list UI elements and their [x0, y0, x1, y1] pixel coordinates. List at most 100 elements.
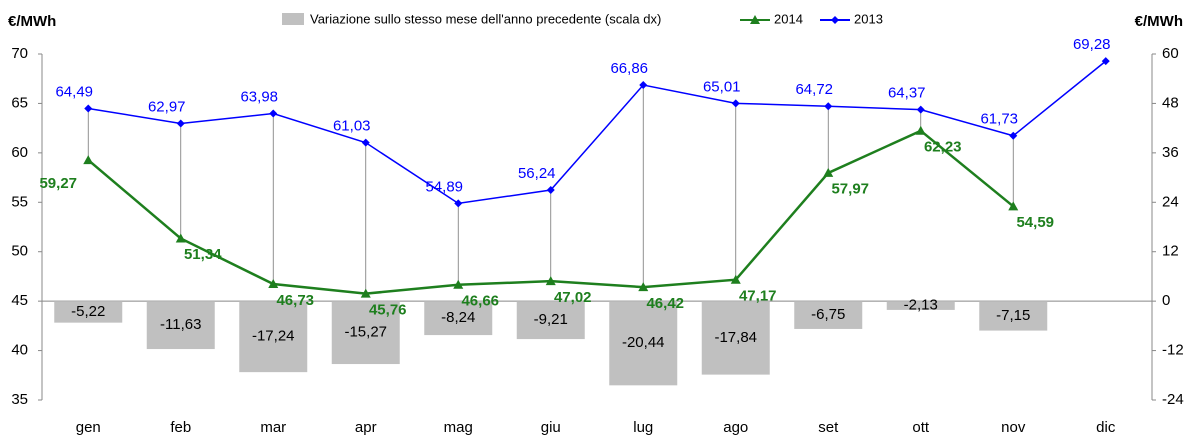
y-tick-label: 55 — [11, 193, 28, 210]
value-label: 65,01 — [703, 78, 741, 95]
value-label: 59,27 — [39, 175, 77, 192]
bar — [146, 301, 215, 350]
y2-tick-label: 12 — [1162, 243, 1179, 260]
bar-label: -17,84 — [714, 329, 757, 346]
value-label: 69,28 — [1073, 36, 1111, 53]
line-line — [88, 60, 1107, 205]
y2-tick-label: 36 — [1162, 144, 1179, 161]
bar-label: -2,13 — [904, 296, 938, 313]
y2-tick-label: 0 — [1162, 292, 1170, 309]
bar-label: -11,63 — [160, 316, 201, 333]
bar-label: -9,21 — [534, 311, 568, 328]
value-label: 46,66 — [461, 293, 499, 310]
value-label: 57,97 — [831, 181, 869, 198]
value-label: 61,03 — [333, 118, 371, 135]
marker — [268, 279, 279, 289]
marker — [916, 105, 925, 114]
legend-label: 2014 — [774, 11, 803, 26]
marker — [915, 125, 926, 135]
bar-label: -7,15 — [996, 307, 1030, 324]
marker — [546, 186, 555, 195]
x-tick-label: mar — [260, 419, 286, 436]
bar-label: -15,27 — [344, 324, 387, 341]
bar — [331, 301, 400, 365]
marker — [1008, 201, 1019, 211]
y2-axis-title: €/MWh — [1135, 13, 1183, 30]
legend-label: Variazione sullo stesso mese dell'anno p… — [310, 11, 661, 26]
marker — [545, 276, 556, 286]
legend-marker — [831, 16, 839, 24]
marker — [83, 155, 94, 165]
x-tick-label: ott — [912, 419, 930, 436]
marker — [175, 233, 186, 243]
marker — [824, 102, 833, 111]
legend-label: 2013 — [854, 11, 883, 26]
marker — [269, 109, 278, 118]
marker — [1101, 57, 1110, 66]
value-label: 56,24 — [518, 165, 556, 182]
y-tick-label: 50 — [11, 243, 28, 260]
x-tick-label: feb — [170, 419, 191, 436]
marker — [454, 199, 463, 208]
bar-label: -6,75 — [811, 306, 845, 323]
marker — [730, 274, 741, 284]
y2-tick-label: -12 — [1162, 342, 1184, 359]
value-label: 46,73 — [276, 292, 314, 309]
value-label: 64,72 — [795, 81, 833, 98]
x-tick-label: ago — [723, 419, 748, 436]
bar-label: -5,22 — [71, 303, 105, 320]
value-label: 47,02 — [554, 289, 592, 306]
marker — [84, 104, 93, 113]
bar-label: -20,44 — [622, 334, 665, 351]
bar — [886, 301, 955, 310]
y2-tick-label: 24 — [1162, 193, 1179, 210]
value-label: 54,59 — [1016, 214, 1054, 231]
value-label: 54,89 — [425, 178, 463, 195]
x-tick-label: nov — [1001, 419, 1026, 436]
value-label: 63,98 — [240, 88, 278, 105]
marker — [176, 119, 185, 128]
y-tick-label: 70 — [11, 45, 28, 62]
value-label: 45,76 — [369, 301, 407, 318]
bar — [609, 301, 678, 386]
value-label: 64,49 — [55, 83, 93, 100]
x-tick-label: lug — [633, 419, 653, 436]
bar — [516, 301, 585, 340]
bar-label: -17,24 — [252, 328, 295, 345]
value-label: 46,42 — [646, 295, 684, 312]
bar — [794, 301, 863, 329]
y-tick-label: 60 — [11, 144, 28, 161]
y2-tick-label: 48 — [1162, 94, 1179, 111]
bar — [701, 301, 770, 375]
bar — [54, 301, 123, 323]
x-tick-label: apr — [355, 419, 377, 436]
x-tick-label: giu — [541, 419, 561, 436]
y-tick-label: 40 — [11, 342, 28, 359]
value-label: 51,34 — [184, 246, 222, 263]
value-label: 61,73 — [980, 111, 1018, 128]
marker — [360, 288, 371, 298]
value-label: 62,97 — [148, 98, 186, 115]
y-tick-label: 35 — [11, 391, 28, 408]
marker — [639, 81, 648, 90]
x-tick-label: dic — [1096, 419, 1116, 436]
marker — [361, 138, 370, 147]
marker — [1009, 131, 1018, 140]
bar — [979, 301, 1048, 331]
value-label: 47,17 — [739, 287, 777, 304]
marker — [453, 279, 464, 289]
bar-label: -8,24 — [441, 309, 475, 326]
y2-tick-label: 60 — [1162, 45, 1179, 62]
y-tick-label: 65 — [11, 94, 28, 111]
value-label: 64,37 — [888, 85, 926, 102]
value-label: 66,86 — [610, 60, 648, 77]
bar — [239, 301, 308, 373]
x-tick-label: mag — [444, 419, 473, 436]
value-label: 62,23 — [924, 139, 962, 156]
marker — [823, 167, 834, 177]
marker — [731, 99, 740, 108]
legend-marker — [750, 15, 760, 24]
bar — [424, 301, 493, 336]
y-tick-label: 45 — [11, 292, 28, 309]
